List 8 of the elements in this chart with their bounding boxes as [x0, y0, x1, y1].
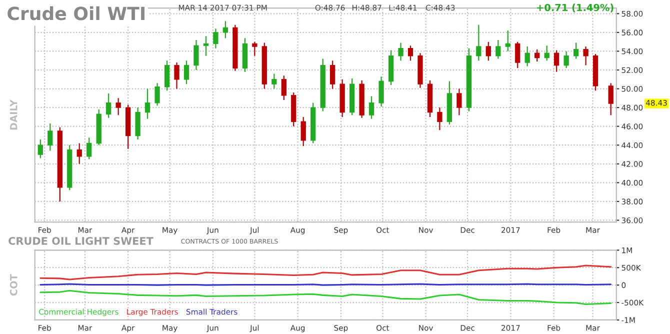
- y-axis-title: DAILY: [10, 100, 18, 130]
- chart-title: Crude Oil WTI: [8, 6, 144, 20]
- line-series: [40, 290, 612, 306]
- annotation: +0.71 (1.49%): [537, 4, 614, 12]
- chart-title: CRUDE OIL LIGHT SWEET: [8, 236, 154, 245]
- candlestick: [116, 98, 121, 116]
- line-series: [40, 264, 612, 280]
- y-axis-title: COT: [10, 274, 18, 296]
